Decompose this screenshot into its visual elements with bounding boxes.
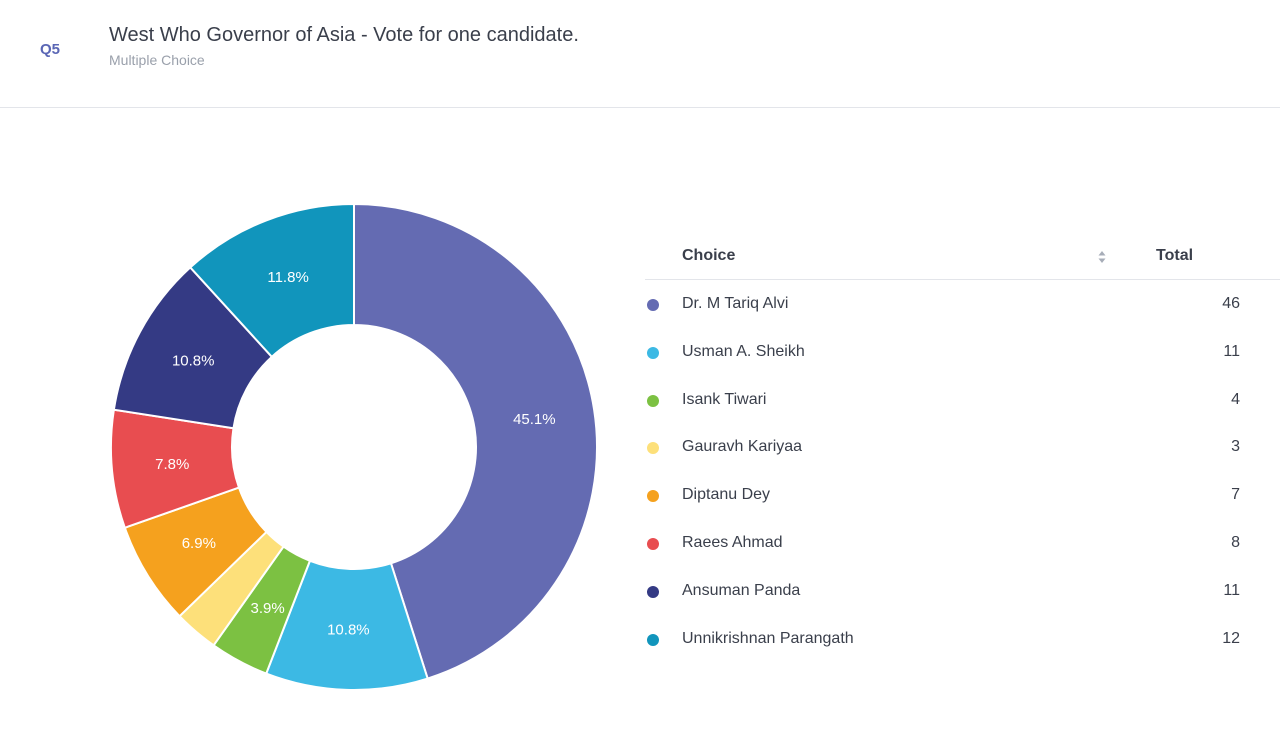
choice-name: Dr. M Tariq Alvi <box>682 295 789 312</box>
table-row[interactable]: Usman A. Sheikh 11 <box>645 328 1280 376</box>
choice-name: Diptanu Dey <box>682 486 771 504</box>
choice-name: Unnikrishnan Parangath <box>682 629 854 647</box>
total-column-header[interactable]: Total <box>1156 247 1194 264</box>
question-number: Q5 <box>40 41 61 58</box>
donut-chart: 45.1% 10.8% 3.9% 6.9% 7.8% 10.8% 11.8% <box>110 202 598 691</box>
slice-label: 10.8% <box>172 353 215 370</box>
legend-dot <box>647 346 659 359</box>
sort-icon[interactable] <box>1097 249 1107 265</box>
table-row[interactable]: Raees Ahmad 8 <box>645 519 1280 567</box>
legend-dot <box>647 537 659 550</box>
legend-dot <box>647 633 659 646</box>
slice-label: 3.9% <box>251 600 285 617</box>
table-row[interactable]: Unnikrishnan Parangath 12 <box>645 615 1280 663</box>
question-header: Q5 West Who Governor of Asia - Vote for … <box>0 0 1280 108</box>
slice-label: 6.9% <box>182 535 216 552</box>
choice-total: 4 <box>1231 390 1240 408</box>
choice-total: 7 <box>1231 486 1240 504</box>
choice-name: Usman A. Sheikh <box>682 342 805 360</box>
choice-total: 11 <box>1223 581 1240 599</box>
choice-name: Raees Ahmad <box>682 533 783 551</box>
legend-dot <box>647 299 659 311</box>
choice-total: 11 <box>1223 342 1240 360</box>
choice-total: 3 <box>1231 438 1240 456</box>
legend-dot <box>647 394 659 407</box>
choice-name: Isank Tiwari <box>682 390 767 408</box>
choice-name: Ansuman Panda <box>682 581 801 599</box>
table-row[interactable]: Isank Tiwari 4 <box>645 376 1280 424</box>
table-row[interactable]: Gauravh Kariyaa 3 <box>645 423 1280 471</box>
slice-label: 11.8% <box>267 269 308 286</box>
donut-slice[interactable] <box>188 202 355 359</box>
legend-dot <box>647 442 659 455</box>
legend-dot <box>647 490 659 503</box>
question-title: West Who Governor of Asia - Vote for one… <box>109 24 579 46</box>
question-type: Multiple Choice <box>109 52 205 68</box>
slice-label: 7.8% <box>155 456 189 473</box>
table-body: Dr. M Tariq Alvi 46 Usman A. Sheikh 11 Isank… <box>645 280 1280 662</box>
choice-total: 12 <box>1222 629 1240 647</box>
slice-label: 45.1% <box>513 411 556 428</box>
legend-dot <box>647 585 659 598</box>
table-row[interactable]: Dr. M Tariq Alvi 46 <box>645 280 1280 328</box>
table-row[interactable]: Ansuman Panda 11 <box>645 567 1280 615</box>
choice-total: 46 <box>1222 295 1240 312</box>
choice-total: 8 <box>1231 533 1240 551</box>
choice-column-header[interactable]: Choice <box>682 247 736 264</box>
slice-label: 10.8% <box>327 621 370 638</box>
donut-slice[interactable] <box>353 202 598 680</box>
table-header: Choice Total <box>645 232 1280 280</box>
choice-name: Gauravh Kariyaa <box>682 438 803 456</box>
table-row[interactable]: Diptanu Dey 7 <box>645 471 1280 519</box>
choices-table: Choice Total Dr. M Tariq Alvi 46 Usman A. … <box>645 232 1280 662</box>
